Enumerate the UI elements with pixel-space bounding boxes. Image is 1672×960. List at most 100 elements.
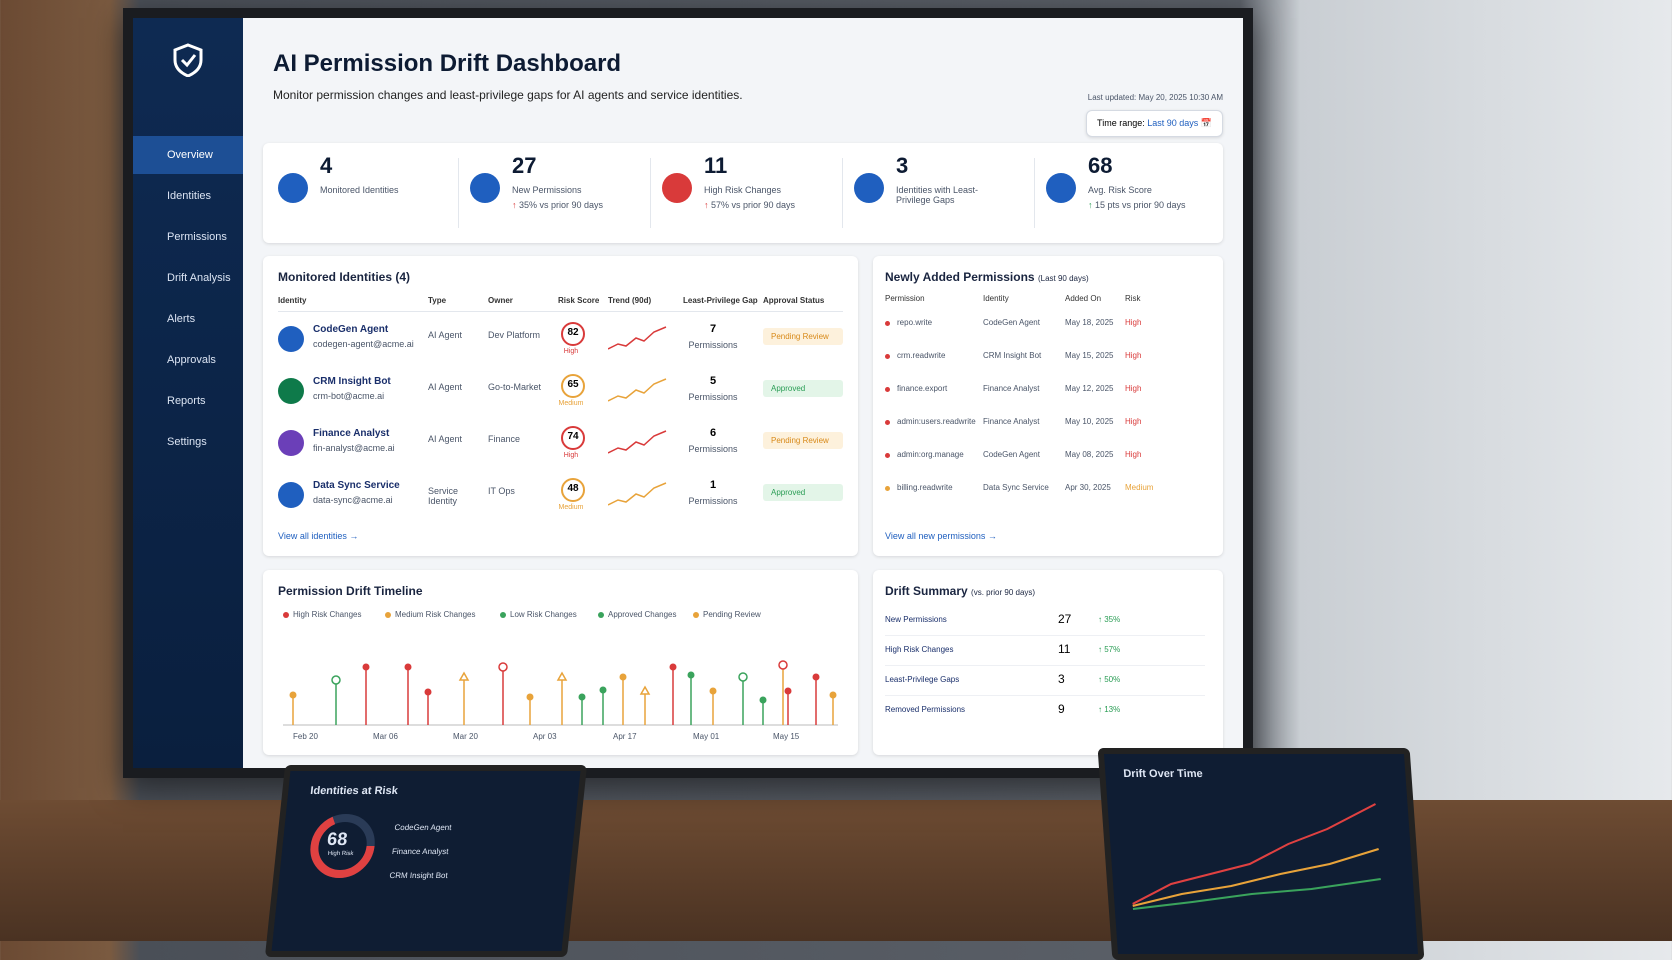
permission: finance.export <box>897 384 948 393</box>
permission: crm.readwrite <box>897 351 946 360</box>
kpi-icon <box>278 173 308 203</box>
metric-value: 27 <box>1058 612 1072 626</box>
logo <box>173 43 203 77</box>
level: High <box>563 348 579 355</box>
time-range[interactable]: Time range: Last 90 days 📅 <box>1086 110 1223 137</box>
x-tick-label: Apr 17 <box>613 732 637 741</box>
permission: admin:org.manage <box>897 450 964 459</box>
score: 65 <box>567 379 579 390</box>
avatar <box>278 326 304 352</box>
legend-swatch <box>283 612 289 618</box>
score: 74 <box>567 431 579 442</box>
bullet <box>885 387 890 392</box>
x-tick-label: Mar 06 <box>373 732 398 741</box>
metric-delta: ↑ 35% <box>1098 615 1121 624</box>
laptop-item: CRM Insight Bot <box>389 871 449 880</box>
metric-name: Least-Privilege Gaps <box>885 675 960 684</box>
screen: Overview Identities Permissions Drift Analy… <box>123 8 1253 778</box>
permission: admin:users.readwrite <box>897 417 976 426</box>
status: Approved <box>763 380 843 397</box>
delta-text: 35% <box>1104 615 1121 624</box>
link[interactable]: View all identities → <box>278 531 359 541</box>
nav-item[interactable]: Overview <box>133 136 243 174</box>
status: Pending Review <box>763 328 843 345</box>
card-title: Newly Added Permissions (Last 90 days) <box>885 270 1089 284</box>
permission: repo.write <box>897 318 933 327</box>
owner: Finance <box>488 434 521 444</box>
nav-item[interactable]: Reports <box>167 395 206 407</box>
gap-unit: Permissions <box>688 340 738 350</box>
identity-email: fin-analyst@acme.ai <box>313 443 395 453</box>
gap-unit: Permissions <box>688 392 738 402</box>
nav-item[interactable]: Permissions <box>167 231 227 243</box>
kpi-label: New Permissions <box>512 185 582 195</box>
rule <box>885 635 1205 636</box>
nav-item[interactable]: Approvals <box>167 354 216 366</box>
identity: CodeGen Agent <box>983 450 1040 459</box>
legend-swatch <box>500 612 506 618</box>
identity-email: data-sync@acme.ai <box>313 495 393 505</box>
added-on: May 15, 2025 <box>1065 351 1114 360</box>
permission: billing.readwrite <box>897 483 953 492</box>
owner: Dev Platform <box>488 330 541 340</box>
metric-name: Removed Permissions <box>885 705 966 714</box>
legend-swatch <box>693 612 699 618</box>
column-header: Risk Score <box>558 296 600 305</box>
kpi-value: 3 <box>896 153 909 178</box>
added-on: May 10, 2025 <box>1065 417 1114 426</box>
laptop-left: Identities at Risk 68 High Risk CodeGen … <box>264 765 588 957</box>
delta-text: 57% <box>1104 645 1121 654</box>
metric-delta: ↑ 13% <box>1098 705 1121 714</box>
column-header: Added On <box>1065 294 1102 303</box>
nav-item[interactable]: Settings <box>167 436 207 448</box>
laptop-item: Finance Analyst <box>391 847 449 856</box>
kpi-value: 4 <box>320 153 333 178</box>
kpi-icon <box>1046 173 1076 203</box>
identity: Finance Analyst <box>983 384 1040 393</box>
kpi-delta: ↑ 15 pts vs prior 90 days <box>1088 200 1186 210</box>
divider <box>458 158 459 228</box>
nav-item[interactable]: Identities <box>167 190 212 202</box>
identities-card: Monitored Identities (4) View all identi… <box>263 256 858 556</box>
kpi-icon <box>470 173 500 203</box>
gauge <box>310 814 375 878</box>
bullet <box>885 453 890 458</box>
metric-delta: ↑ 57% <box>1098 645 1121 654</box>
identity: Data Sync Service <box>983 483 1049 492</box>
link-text: View all new permissions <box>885 531 986 541</box>
type: AI Agent <box>428 382 463 392</box>
title: AI Permission Drift Dashboard <box>273 50 622 77</box>
x-tick-label: Feb 20 <box>293 732 318 741</box>
column-header: Permission <box>885 294 925 303</box>
identity-name: CodeGen Agent <box>313 324 389 335</box>
sparkline <box>607 376 668 411</box>
legend-label: Pending Review <box>703 610 761 619</box>
nav-item[interactable]: Alerts <box>167 313 196 325</box>
divider <box>842 158 843 228</box>
nav-item[interactable]: Drift Analysis <box>167 272 231 284</box>
kpi-delta: ↑ 57% vs prior 90 days <box>704 200 796 210</box>
bullet <box>885 321 890 326</box>
card-title: Permission Drift Timeline <box>278 584 423 598</box>
status: Pending Review <box>763 432 843 449</box>
legend-label: Medium Risk Changes <box>395 610 476 619</box>
sparkline <box>607 324 668 359</box>
gap: 6 <box>709 427 717 439</box>
added-on: Apr 30, 2025 <box>1065 483 1111 492</box>
score-ring <box>561 322 585 346</box>
column-header: Type <box>428 296 447 305</box>
kpi-label: Avg. Risk Score <box>1088 185 1152 195</box>
column-header: Risk <box>1125 294 1141 303</box>
added-on: May 08, 2025 <box>1065 450 1114 459</box>
risk: High <box>1125 417 1142 426</box>
delta-text: 15 pts vs prior 90 days <box>1095 200 1186 210</box>
sparkline <box>607 428 668 463</box>
identity: CRM Insight Bot <box>983 351 1042 360</box>
column-header: Owner <box>488 296 513 305</box>
link[interactable]: View all new permissions → <box>885 531 997 541</box>
rule <box>278 311 843 312</box>
identity: Finance Analyst <box>983 417 1040 426</box>
identity-email: codegen-agent@acme.ai <box>313 339 414 349</box>
legend-swatch <box>598 612 604 618</box>
